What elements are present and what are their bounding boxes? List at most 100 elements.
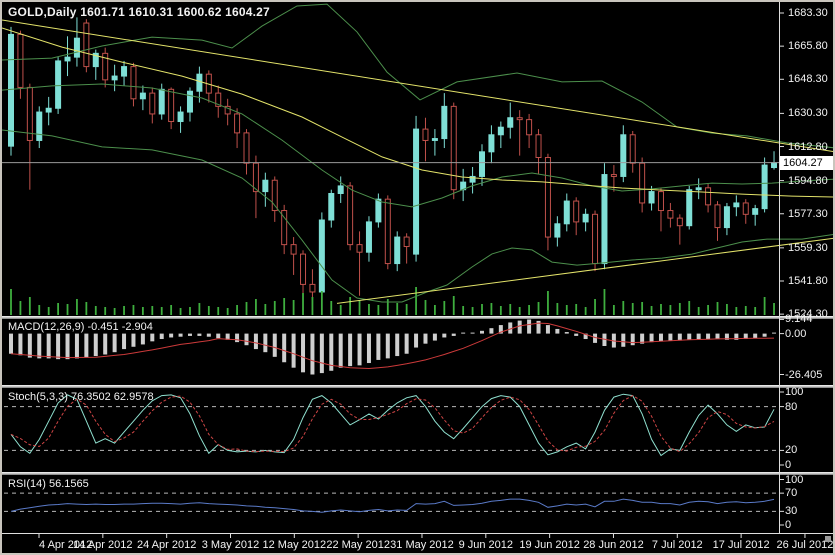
candle	[592, 213, 599, 265]
candle	[544, 157, 551, 238]
rsi-axis-label: 0	[785, 519, 792, 531]
candle	[73, 37, 80, 58]
time-axis-label: 3 May 2012	[201, 539, 260, 551]
candle	[469, 175, 476, 183]
candle	[337, 185, 344, 194]
candle	[752, 208, 759, 215]
candle	[36, 111, 43, 141]
time-axis-label: 24 Apr 2012	[136, 539, 197, 551]
time-axis-label: 26 Jul 2012	[776, 539, 834, 551]
stoch-axis-label: 100	[785, 386, 804, 398]
candle	[657, 191, 664, 212]
candle	[535, 134, 542, 159]
time-axis-label: 7 Jul 2012	[651, 539, 703, 551]
candle	[300, 253, 307, 285]
candle	[479, 151, 485, 177]
time-axis-label: 12 May 2012	[262, 539, 327, 551]
candle	[111, 75, 118, 81]
candle	[601, 174, 608, 265]
rsi-axis-label: 30	[785, 505, 798, 518]
price-axis-label: 1683.30	[788, 7, 828, 19]
candle	[309, 283, 316, 293]
candle	[516, 117, 523, 121]
price-axis-label: 1648.30	[788, 73, 828, 86]
macd-axis-label: 9.144	[785, 313, 813, 326]
candle	[318, 219, 325, 293]
price-axis-label: 1541.80	[788, 274, 828, 287]
candle	[771, 162, 778, 169]
candle	[648, 191, 655, 204]
candle	[234, 113, 241, 134]
candle	[413, 128, 420, 255]
trendline-descending[interactable]	[2, 19, 835, 153]
candle	[347, 185, 354, 246]
price-axis-label: 1559.30	[788, 241, 828, 254]
candle	[83, 22, 90, 68]
candle	[639, 162, 646, 204]
rsi-axis-label: 70	[785, 487, 798, 500]
candle	[26, 86, 33, 141]
candle	[526, 119, 533, 136]
candle	[384, 198, 391, 265]
time-scale-divider	[2, 533, 833, 534]
candle	[667, 210, 674, 219]
candle	[695, 187, 702, 191]
candle	[676, 217, 683, 227]
candle	[196, 73, 203, 92]
candle	[8, 33, 14, 147]
candle	[55, 60, 62, 109]
stoch-axis-label: 0	[785, 459, 792, 471]
time-axis-label: 19 Jun 2012	[519, 539, 580, 551]
candle	[262, 179, 269, 193]
candle	[102, 52, 109, 81]
panel-separator-macd[interactable]	[2, 316, 833, 319]
candle	[497, 126, 504, 136]
time-axis-label: 22 May 2012	[326, 539, 390, 551]
candle	[733, 202, 740, 208]
price-axis-label: 1577.30	[788, 207, 828, 220]
candle	[375, 198, 382, 223]
candle	[563, 200, 570, 225]
candle	[45, 107, 52, 113]
panel-separator-rsi[interactable]	[2, 472, 833, 475]
candle	[431, 138, 438, 141]
panel-separator-stoch[interactable]	[2, 385, 833, 388]
price-axis-label: 1630.30	[788, 107, 828, 120]
candle	[290, 244, 297, 255]
price-axis-label: 1594.80	[788, 174, 828, 187]
candle	[488, 134, 495, 153]
stoch-axis-label: 80	[785, 400, 798, 413]
macd-indicator-label: MACD(12,26,9) -0.451 -2.904	[8, 321, 153, 333]
stoch-axis-label: 20	[785, 444, 798, 457]
candle	[422, 128, 429, 141]
candle	[149, 92, 156, 115]
time-axis-label: 9 Jun 2012	[458, 539, 514, 551]
time-axis-label: 14 Apr 2012	[73, 539, 133, 551]
candle	[761, 164, 768, 210]
trendline-ascending[interactable]	[336, 237, 835, 304]
candle	[620, 134, 627, 177]
candle	[742, 202, 749, 215]
candle	[186, 90, 193, 113]
candle	[243, 132, 250, 164]
axis-corner-marker	[825, 536, 831, 542]
current-price-badge: 1604.27	[780, 156, 833, 170]
candle	[224, 105, 231, 115]
price-scale-divider	[779, 2, 780, 533]
candle	[92, 52, 99, 68]
candle	[215, 92, 222, 107]
candle	[281, 210, 288, 246]
candle	[573, 200, 580, 223]
candle	[168, 88, 175, 123]
candle	[158, 88, 165, 115]
price-axis-label: 1612.80	[788, 140, 828, 153]
candle	[582, 213, 589, 223]
candle	[441, 105, 448, 140]
candle	[271, 179, 278, 212]
candle	[610, 174, 617, 177]
candle	[554, 223, 561, 238]
candle	[705, 187, 712, 206]
stoch-indicator-label: Stoch(5,3,3) 76.3502 62.9578	[8, 391, 154, 403]
